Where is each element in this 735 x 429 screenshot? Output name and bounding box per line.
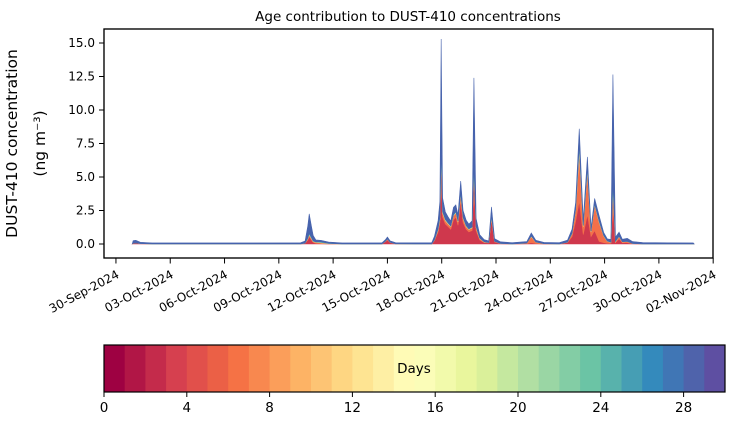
y-axis-label-line1: DUST-410 concentration xyxy=(3,49,21,238)
area-layer-age-24-30-days xyxy=(131,38,695,245)
colorbar-segment xyxy=(373,345,395,392)
colorbar-segment xyxy=(414,345,436,392)
colorbar-tick-label: 0 xyxy=(100,400,109,416)
colorbar-segment xyxy=(455,345,478,392)
colorbar-segment xyxy=(207,345,229,392)
plot-frame xyxy=(103,28,714,259)
colorbar-segment xyxy=(538,345,560,392)
colorbar-segment xyxy=(600,345,622,392)
y-axis-label-line2: (ng m⁻³) xyxy=(31,110,49,176)
colorbar-tick-label: 8 xyxy=(265,400,274,416)
y-tick-label: 7.5 xyxy=(76,137,95,151)
colorbar-segment xyxy=(352,345,374,392)
colorbar-segment xyxy=(331,345,353,392)
colorbar-segment xyxy=(704,345,726,392)
y-tick-label: 12.5 xyxy=(68,70,95,84)
colorbar-segment xyxy=(518,345,540,392)
colorbar-segment xyxy=(683,345,705,392)
colorbar-segment xyxy=(559,345,581,392)
colorbar-segment xyxy=(393,345,415,392)
colorbar-segment xyxy=(497,345,519,392)
colorbar-segment xyxy=(311,345,333,392)
colorbar-segment xyxy=(580,345,602,392)
colorbar-tick-label: 4 xyxy=(183,400,192,416)
colorbar-frame xyxy=(103,344,726,393)
y-tick-label: 2.5 xyxy=(76,204,95,218)
colorbar-segment xyxy=(145,345,167,392)
colorbar-segment xyxy=(104,345,126,392)
colorbar-segment xyxy=(248,345,271,392)
colorbar-segment xyxy=(435,345,457,392)
y-tick-label: 10.0 xyxy=(68,103,95,117)
colorbar-segment xyxy=(186,345,208,392)
colorbar-segment xyxy=(269,345,291,392)
chart-title: Age contribution to DUST-410 concentrati… xyxy=(255,9,561,25)
x-axis-ticks: 30-Sep-202403-Oct-202406-Oct-202409-Oct-… xyxy=(47,258,719,316)
colorbar: 0 4 8 12 16 20 24 28 xyxy=(100,344,726,416)
colorbar-segment xyxy=(290,345,312,392)
y-tick-label: 15.0 xyxy=(68,36,95,50)
colorbar-segment xyxy=(124,345,146,392)
colorbar-tick-label: 28 xyxy=(675,400,692,416)
colorbar-tick-label: 24 xyxy=(592,400,609,416)
colorbar-segment xyxy=(476,345,498,392)
y-tick-label: 5.0 xyxy=(76,170,95,184)
colorbar-segment xyxy=(228,345,250,392)
colorbar-tick-label: 12 xyxy=(344,400,361,416)
colorbar-segment xyxy=(642,345,664,392)
colorbar-segment xyxy=(621,345,643,392)
stacked-areas xyxy=(131,38,695,245)
colorbar-label: Days xyxy=(397,361,431,377)
colorbar-tick-label: 16 xyxy=(427,400,444,416)
colorbar-tick-label: 20 xyxy=(509,400,526,416)
y-tick-label: 0.0 xyxy=(76,237,95,251)
y-axis-ticks: 0.0 2.5 5.0 7.5 10.0 12.5 15.0 xyxy=(68,36,104,251)
colorbar-segment xyxy=(662,345,685,392)
colorbar-segment xyxy=(166,345,188,392)
